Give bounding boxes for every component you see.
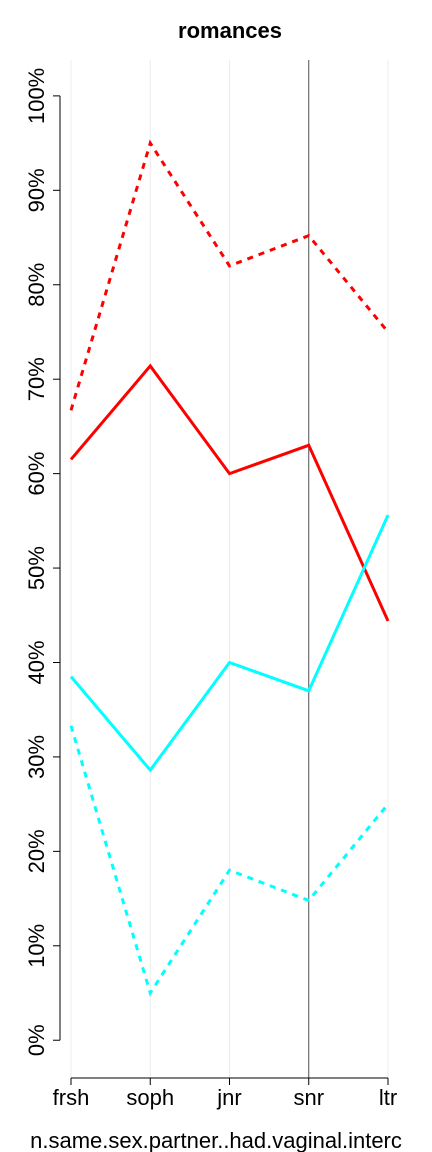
x-tick-label: soph [126,1085,174,1110]
y-tick-label: 20% [24,829,49,873]
x-tick-label: jnr [216,1085,241,1110]
x-tick-label: frsh [53,1085,90,1110]
y-tick-label: 0% [24,1024,49,1056]
line-series [69,139,390,411]
line-series [69,363,390,622]
y-tick-label: 40% [24,640,49,684]
x-tick-label: snr [293,1085,324,1110]
y-tick-label: 50% [24,546,49,590]
y-tick-label: 100% [24,68,49,124]
chart-title: romances [178,18,282,43]
x-tick-label: ltr [379,1085,397,1110]
y-tick-label: 90% [24,168,49,212]
y-tick-label: 30% [24,735,49,779]
y-tick-label: 80% [24,263,49,307]
y-tick-label: 10% [24,924,49,968]
line-series [69,514,390,773]
line-series [69,725,390,997]
y-tick-label: 70% [24,357,49,401]
y-tick-label: 60% [24,452,49,496]
x-axis-label: n.same.sex.partner..had.vaginal.interc [30,1128,402,1152]
